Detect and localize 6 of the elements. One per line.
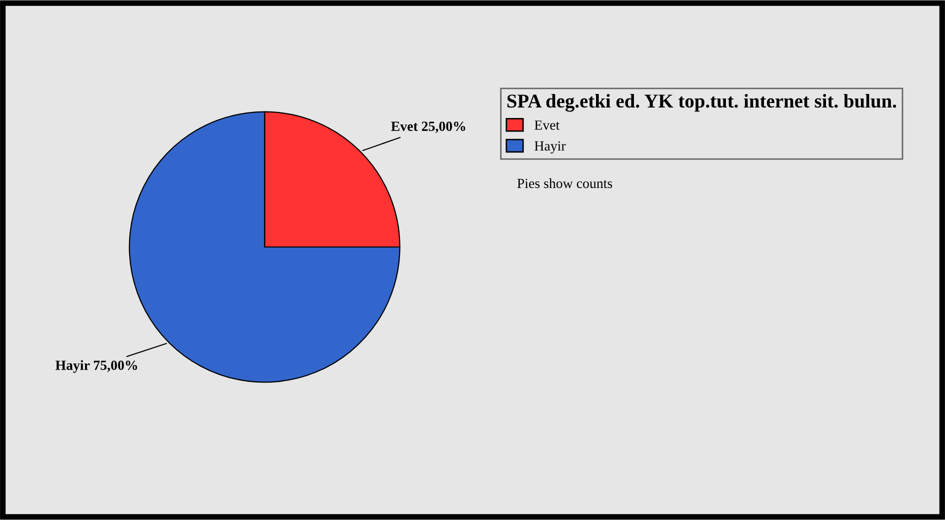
- legend-label: Evet: [534, 120, 560, 130]
- category-label: Hayir 75,00%: [55, 360, 138, 373]
- category-label: Evet 25,00%: [391, 122, 466, 133]
- legend-title: SPA deg.etki ed. YK top.tut. internet sit. bulun.: [507, 94, 896, 112]
- legend-label: Hayir: [534, 141, 566, 154]
- text: Pies show counts: [517, 178, 612, 188]
